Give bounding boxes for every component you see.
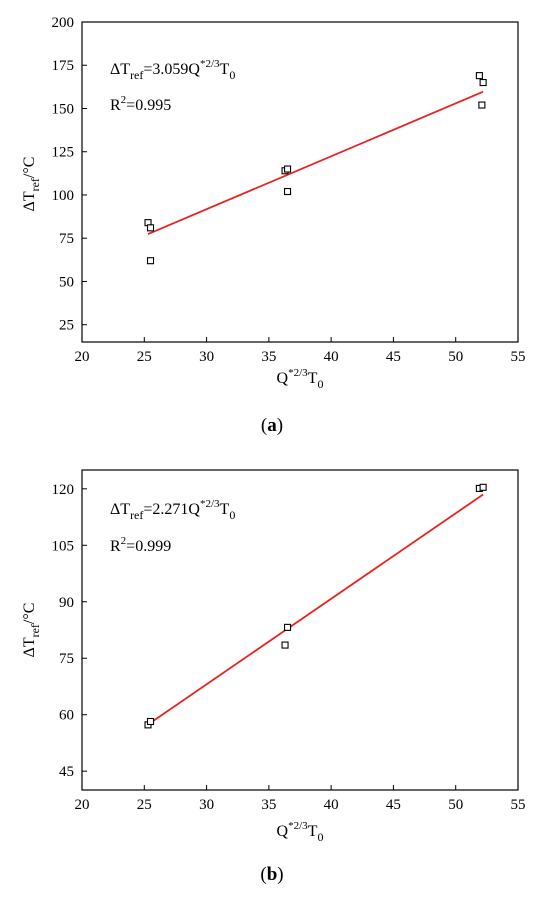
x-tick-label: 35	[261, 797, 276, 813]
y-tick-label: 50	[59, 274, 74, 290]
marks-b	[144, 483, 487, 729]
y-axis-label-b: ΔTref/°C	[21, 603, 42, 658]
x-axis-label-b: Q*2/3T0	[277, 820, 324, 844]
equation-a: ΔTref=3.059Q*2/3T0	[110, 58, 235, 82]
r-squared-b: R2=0.999	[110, 535, 171, 555]
data-point	[479, 483, 487, 491]
y-tick-label: 45	[59, 764, 74, 780]
axes-b: 20 25 30 35 40 45 50 55 45 60 75 90 105 120	[52, 482, 526, 813]
y-tick-label: 200	[52, 15, 75, 31]
x-tick-label: 20	[75, 349, 90, 365]
y-tick-label: 75	[59, 231, 74, 247]
data-point	[479, 78, 487, 87]
y-tick-label: 100	[52, 188, 75, 204]
y-tick-label: 75	[59, 651, 74, 667]
panel-label-a: (a)	[261, 415, 283, 436]
panel-b: 20 25 30 35 40 45 50 55 45 60 75 90 105 120 ΔTref=2.2…	[21, 469, 526, 885]
y-axis-label-a: ΔTref/°C	[21, 157, 42, 212]
x-tick-label: 55	[511, 797, 526, 813]
data-point	[146, 224, 155, 232]
y-tick-label: 25	[59, 318, 74, 334]
x-tick-label: 50	[448, 349, 463, 365]
x-tick-label: 25	[137, 349, 152, 365]
x-tick-label: 20	[75, 797, 90, 813]
marks-a	[144, 72, 487, 265]
data-point	[478, 101, 486, 109]
equation-b: ΔTref=2.271Q*2/3T0	[110, 498, 235, 522]
y-tick-label: 125	[52, 145, 75, 161]
x-tick-label: 45	[386, 797, 401, 813]
data-point	[281, 641, 289, 649]
plot-frame-a	[81, 21, 519, 343]
y-tick-label: 60	[59, 708, 74, 724]
y-tick-label: 90	[59, 595, 74, 611]
x-axis-label-a: Q*2/3T0	[277, 367, 324, 391]
data-point	[146, 257, 155, 265]
x-tick-label: 25	[137, 797, 152, 813]
x-tick-label: 30	[199, 349, 214, 365]
x-tick-label: 55	[511, 349, 526, 365]
y-tick-label: 175	[52, 58, 75, 74]
r-squared-a: R2=0.995	[110, 94, 171, 114]
data-point	[283, 623, 292, 631]
fit-line	[147, 90, 484, 235]
y-tick-label: 150	[52, 101, 75, 117]
y-tick-label: 105	[52, 538, 75, 554]
y-tick-label: 120	[52, 482, 75, 498]
x-tick-label: 30	[199, 797, 214, 813]
plot-frame-b	[81, 469, 519, 791]
x-tick-label: 35	[261, 349, 276, 365]
data-point	[146, 717, 155, 726]
data-point	[475, 72, 483, 80]
data-point	[283, 165, 292, 173]
x-tick-label: 45	[386, 349, 401, 365]
panel-label-b: (b)	[260, 864, 283, 885]
x-tick-label: 40	[324, 797, 339, 813]
fit-line	[147, 493, 484, 726]
x-tick-label: 40	[324, 349, 339, 365]
x-tick-label: 50	[448, 797, 463, 813]
data-point	[283, 187, 292, 196]
